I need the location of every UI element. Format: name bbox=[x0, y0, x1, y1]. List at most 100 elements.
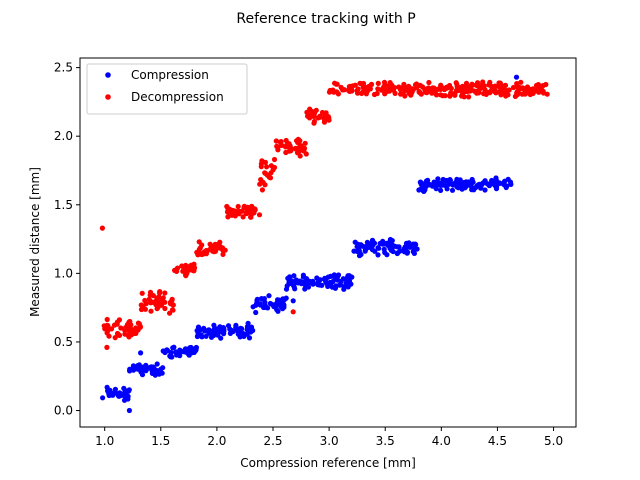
data-point-compression bbox=[348, 281, 354, 287]
data-point-compression bbox=[195, 331, 201, 337]
data-point-compression bbox=[290, 298, 296, 304]
data-point-decompression bbox=[103, 326, 110, 332]
data-point-compression bbox=[459, 186, 465, 192]
data-point-decompression bbox=[426, 79, 432, 86]
data-point-decompression bbox=[352, 82, 358, 88]
data-point-compression bbox=[112, 386, 118, 392]
data-point-decompression bbox=[311, 118, 317, 125]
data-point-compression bbox=[438, 187, 444, 193]
data-point-compression bbox=[356, 253, 363, 259]
data-point-decompression bbox=[225, 214, 231, 220]
data-point-decompression bbox=[392, 90, 398, 96]
data-point-compression bbox=[381, 246, 387, 252]
data-point-compression bbox=[375, 252, 381, 258]
data-point-compression bbox=[395, 250, 401, 256]
data-point-compression bbox=[349, 274, 355, 280]
x-tick-label: 3.5 bbox=[376, 434, 395, 448]
data-point-compression bbox=[341, 286, 347, 292]
chart-title: Reference tracking with P bbox=[236, 11, 415, 27]
data-point-compression bbox=[444, 186, 450, 192]
data-point-decompression bbox=[438, 82, 444, 88]
data-point-decompression bbox=[303, 151, 309, 157]
data-point-decompression bbox=[340, 87, 346, 93]
data-point-decompression bbox=[368, 81, 375, 87]
data-point-decompression bbox=[334, 81, 340, 87]
data-point-decompression bbox=[516, 84, 522, 90]
data-point-decompression bbox=[236, 208, 242, 215]
data-point-decompression bbox=[283, 142, 290, 148]
data-point-compression bbox=[293, 277, 299, 283]
data-point-compression bbox=[152, 372, 158, 378]
data-point-decompression bbox=[139, 290, 145, 296]
data-point-decompression bbox=[240, 214, 246, 220]
data-point-decompression bbox=[148, 300, 154, 306]
data-point-compression bbox=[501, 179, 507, 185]
data-point-decompression bbox=[183, 262, 189, 268]
data-point-compression bbox=[211, 322, 217, 328]
data-point-decompression bbox=[389, 82, 395, 89]
data-point-compression bbox=[387, 236, 393, 243]
data-point-compression bbox=[182, 346, 189, 352]
data-point-compression bbox=[253, 309, 259, 316]
data-point-compression bbox=[455, 185, 461, 191]
y-tick-label: 2.5 bbox=[54, 61, 73, 75]
data-point-compression bbox=[262, 302, 268, 309]
data-point-compression bbox=[439, 179, 446, 185]
data-point-compression bbox=[246, 335, 253, 341]
data-point-decompression bbox=[375, 80, 381, 86]
legend-label-compression: Compression bbox=[131, 68, 209, 82]
data-point-compression bbox=[344, 274, 351, 280]
legend-box bbox=[86, 63, 248, 115]
data-point-decompression bbox=[114, 319, 120, 325]
data-point-decompression bbox=[539, 83, 545, 89]
data-point-compression bbox=[351, 248, 357, 254]
data-point-compression bbox=[449, 187, 456, 193]
data-point-decompression bbox=[188, 262, 194, 268]
data-point-compression bbox=[173, 349, 179, 355]
data-point-compression bbox=[160, 365, 166, 371]
x-tick-label: 5.0 bbox=[544, 434, 563, 448]
y-tick-label: 1.5 bbox=[54, 198, 73, 212]
data-point-decompression bbox=[451, 91, 457, 97]
data-point-decompression bbox=[157, 289, 163, 295]
data-point-decompression bbox=[475, 80, 481, 86]
data-point-compression bbox=[396, 244, 402, 250]
data-point-decompression bbox=[169, 297, 175, 303]
data-point-decompression bbox=[271, 164, 278, 171]
data-point-decompression bbox=[402, 93, 408, 99]
data-point-compression bbox=[507, 179, 514, 185]
data-point-compression bbox=[117, 390, 123, 396]
data-point-decompression bbox=[150, 293, 156, 299]
data-point-decompression bbox=[180, 267, 187, 273]
data-point-decompression bbox=[418, 91, 424, 97]
data-point-decompression bbox=[514, 81, 520, 87]
data-point-decompression bbox=[439, 93, 446, 99]
data-point-decompression bbox=[153, 298, 159, 304]
data-point-decompression bbox=[528, 91, 534, 97]
data-point-compression bbox=[376, 245, 382, 251]
data-point-compression bbox=[229, 328, 235, 334]
data-point-compression bbox=[257, 302, 263, 308]
data-point-compression bbox=[513, 74, 520, 80]
x-tick-label: 2.5 bbox=[263, 434, 282, 448]
data-point-decompression bbox=[133, 330, 139, 336]
data-point-compression bbox=[435, 180, 441, 186]
data-point-decompression bbox=[104, 316, 110, 323]
data-point-compression bbox=[289, 278, 295, 284]
data-point-compression bbox=[250, 327, 256, 334]
data-point-compression bbox=[127, 368, 133, 374]
data-point-decompression bbox=[499, 85, 505, 91]
data-point-decompression bbox=[262, 159, 268, 165]
data-point-compression bbox=[225, 323, 232, 329]
data-point-decompression bbox=[482, 87, 488, 93]
data-point-decompression bbox=[162, 290, 168, 296]
data-point-decompression bbox=[522, 91, 528, 97]
data-point-decompression bbox=[408, 92, 414, 98]
data-point-decompression bbox=[99, 225, 105, 231]
data-point-compression bbox=[297, 279, 303, 285]
data-point-decompression bbox=[258, 177, 264, 183]
data-point-compression bbox=[482, 187, 488, 193]
data-point-decompression bbox=[112, 335, 118, 341]
data-point-compression bbox=[360, 243, 366, 249]
data-point-compression bbox=[446, 181, 452, 187]
